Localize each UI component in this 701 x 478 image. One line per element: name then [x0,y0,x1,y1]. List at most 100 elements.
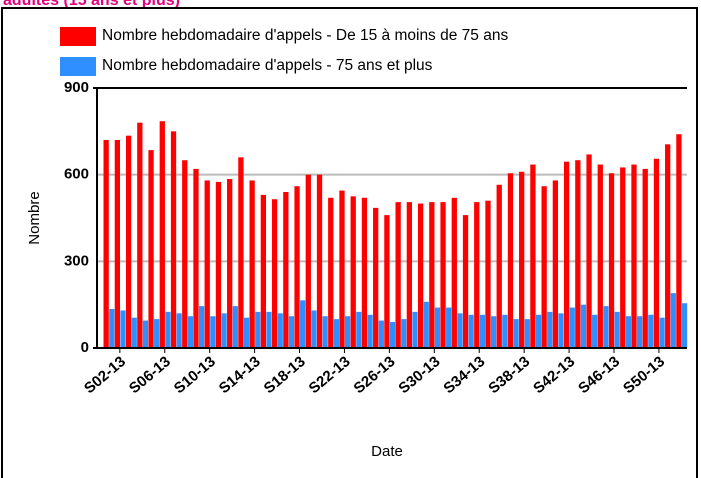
bar [547,311,553,348]
y-tick-label: 0 [81,339,89,356]
bar [519,171,525,348]
bar [389,322,396,348]
bar [580,304,587,348]
bar [361,197,368,348]
bar [125,135,132,348]
bar [395,202,401,348]
bar [614,311,620,348]
bar [232,306,238,348]
bar [608,173,615,348]
y-tick-label: 300 [64,252,89,269]
bar [227,179,233,348]
bar [378,320,384,348]
bar [221,313,227,348]
bar [597,164,603,348]
bar [653,158,660,348]
bar [586,154,592,348]
bar [446,307,452,348]
bar [339,190,345,348]
bar [271,199,278,348]
bar [541,186,547,348]
bar [350,196,356,348]
bar [170,131,177,348]
bar [277,313,283,348]
bar [417,203,424,348]
bar [569,307,575,348]
bar [243,317,250,348]
chart-title: adultes (15 ans et plus) [3,0,180,9]
bar [665,144,671,348]
bar [210,316,216,348]
bar [490,316,497,348]
bar [142,320,149,348]
bar [552,180,559,348]
bar [154,319,160,348]
bar [558,313,564,348]
bar [182,160,188,348]
y-tick-label: 900 [64,79,89,96]
bar [563,161,570,348]
bar [215,181,222,348]
frame [1,7,698,478]
bar [311,310,317,348]
legend-swatch [60,27,96,46]
bar [636,316,643,348]
bar [137,122,143,349]
bar [316,174,323,348]
bar [238,157,244,348]
bar [429,202,435,348]
bar [176,313,182,348]
bar [148,150,154,348]
bar [384,215,390,348]
bar [165,311,171,348]
bar [620,167,626,348]
bar [457,313,463,348]
bar [328,197,334,348]
bar [676,134,682,348]
bar [451,197,457,348]
bar [187,316,194,348]
bar [592,314,598,348]
bar [300,300,306,348]
bar [659,317,665,348]
bar [524,319,530,348]
bar [440,202,446,348]
bar [288,316,295,348]
bar [260,194,267,348]
bar [485,200,491,348]
bar [670,293,676,348]
bar [631,164,637,348]
y-axis-label: Nombre [26,191,43,244]
bar [322,316,328,348]
bar [159,121,165,348]
bar [474,202,480,348]
bar [575,160,581,348]
bar [530,164,536,348]
bar [423,301,429,348]
bar [462,215,469,348]
bar [283,192,289,348]
bar [412,311,418,348]
bar [603,306,609,348]
bar [681,303,688,348]
bar [198,306,205,348]
bar [479,314,486,348]
bar [406,202,413,348]
bar [204,180,210,348]
bar [496,184,502,348]
bar [642,168,648,348]
legend-label: Nombre hebdomadaire d'appels - 75 ans et… [102,57,433,74]
bar [131,317,137,348]
x-axis-label: Date [371,443,403,460]
bar [294,186,300,348]
bar [373,207,379,348]
bar [266,311,272,348]
bar [535,314,542,348]
bar [625,316,632,348]
y-tick-label: 600 [64,166,89,183]
bar [367,314,373,348]
bar [305,174,311,348]
bar [249,180,255,348]
bar [344,316,351,348]
bar [468,314,474,348]
